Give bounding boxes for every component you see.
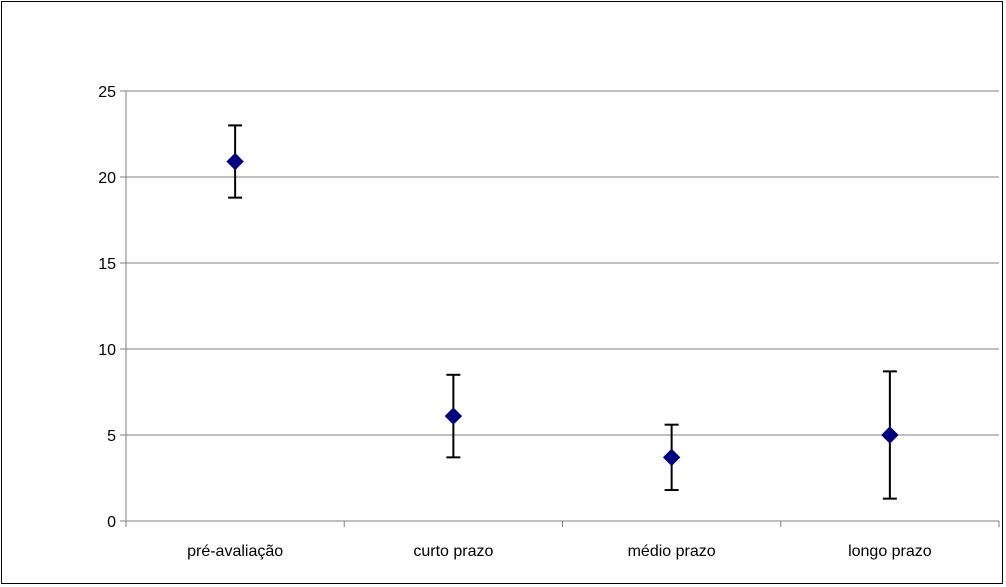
y-tick-label: 0: [107, 514, 116, 531]
y-tick-label: 20: [98, 170, 116, 187]
data-point-diamond: [662, 448, 681, 467]
x-tick-label: curto prazo: [413, 543, 493, 560]
x-tick-label: médio prazo: [628, 543, 716, 560]
y-tick-labels: 0 5 10 15 20 25: [98, 84, 116, 531]
y-tick-label: 25: [98, 84, 116, 101]
y-tick-label: 10: [98, 342, 116, 359]
data-points: [226, 152, 899, 467]
x-tick-label: pré-avaliação: [187, 543, 283, 560]
error-bars: [228, 124, 897, 500]
data-point-diamond: [444, 407, 463, 425]
y-tick-label: 5: [107, 428, 116, 445]
data-point-diamond: [226, 152, 244, 171]
axes: [120, 90, 1000, 527]
data-point-diamond: [881, 426, 899, 444]
x-tick-label: longo prazo: [848, 543, 932, 560]
x-tick-labels: pré-avaliação curto prazo médio prazo longo…: [187, 543, 932, 560]
y-tick-label: 15: [98, 256, 116, 273]
gridlines: [126, 90, 999, 436]
